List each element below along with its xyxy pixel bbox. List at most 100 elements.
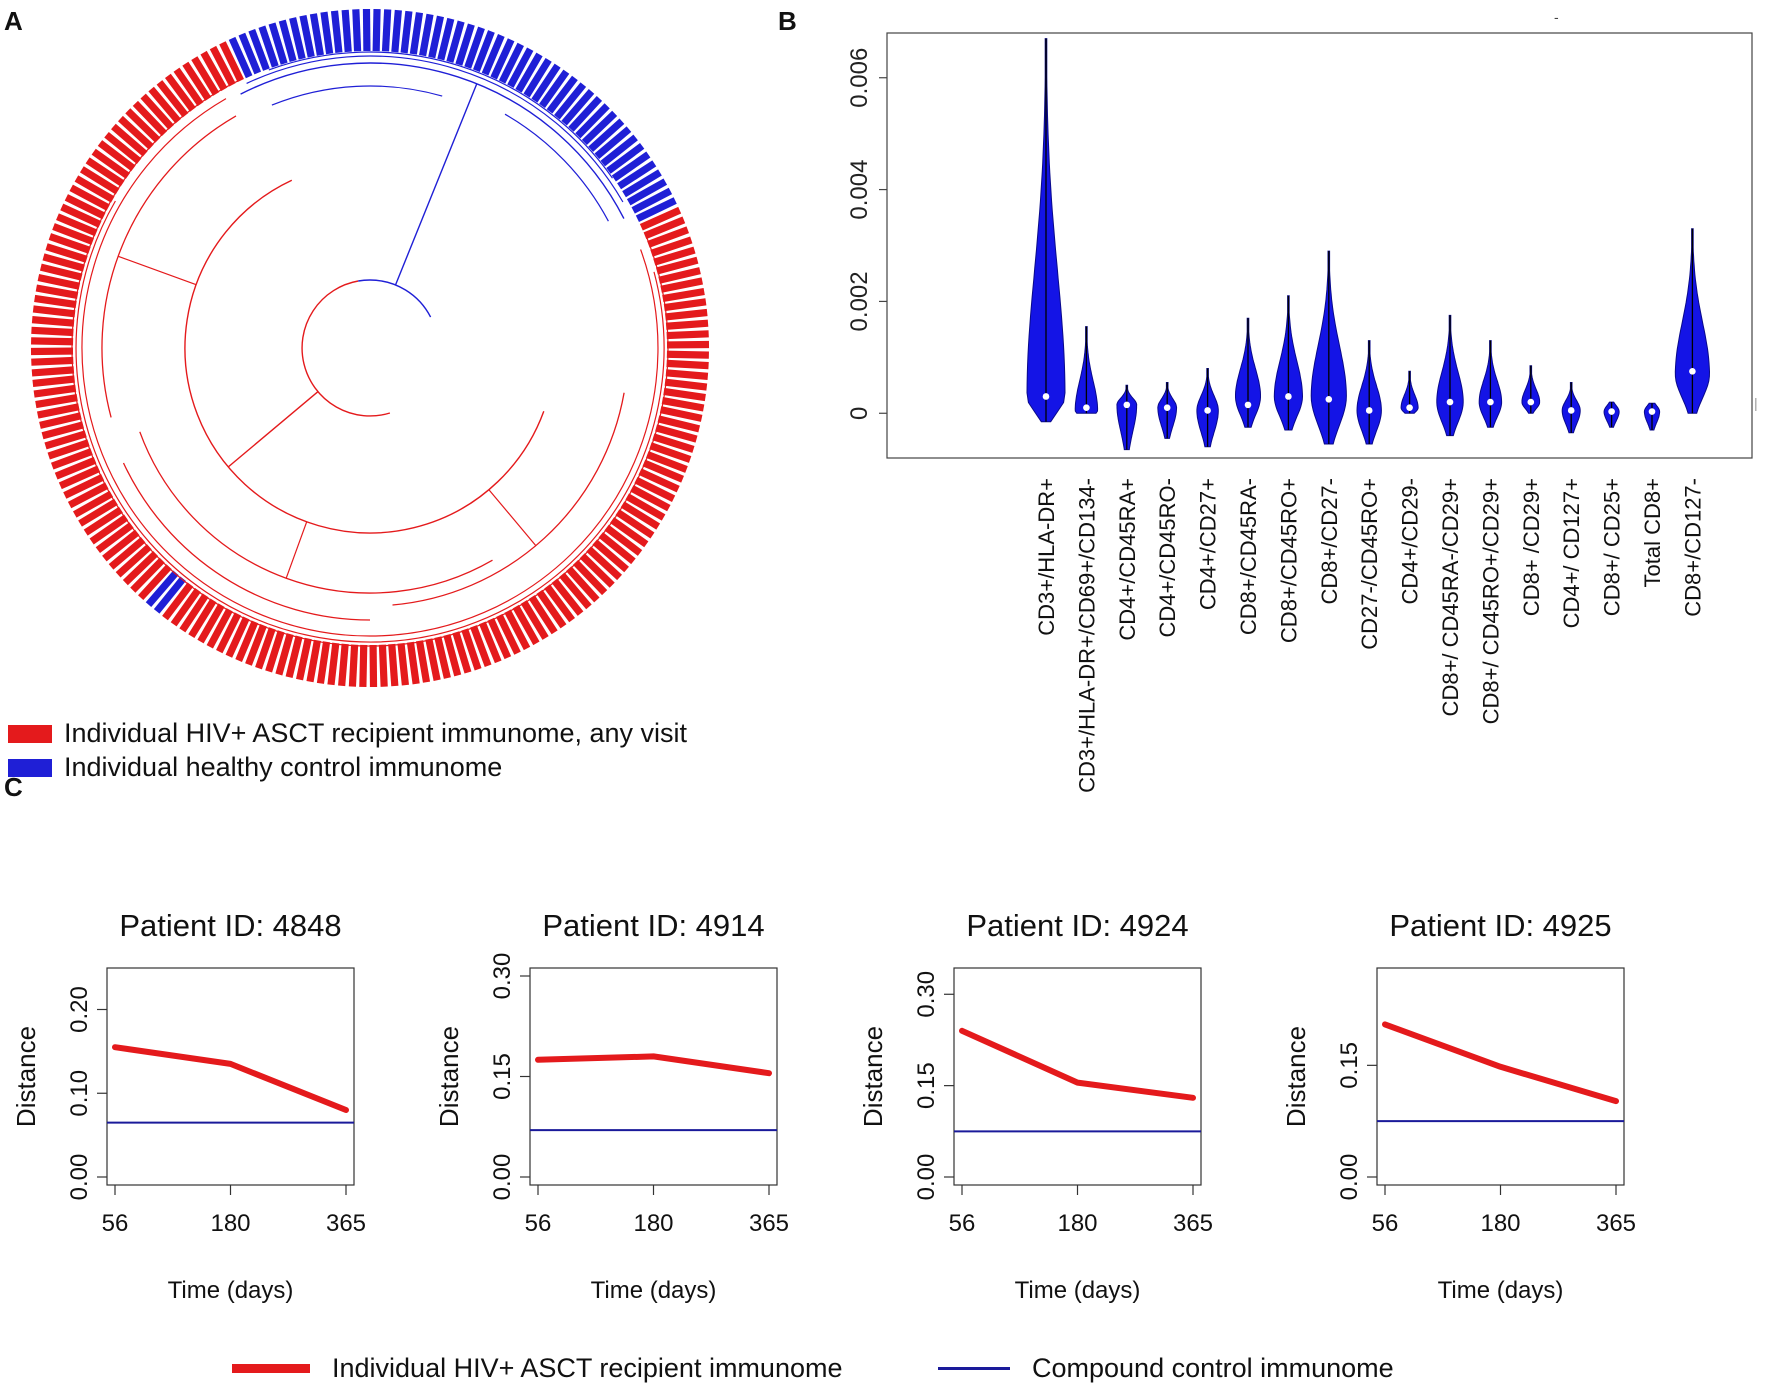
dendrogram-root-arc-hiv: [301, 280, 391, 417]
dendrogram-leaf-tile: [309, 13, 324, 56]
line-xtick-label: 180: [1480, 1210, 1520, 1237]
dendrogram-branch-hiv: [227, 391, 319, 468]
dendrogram-leaf-tile: [437, 17, 455, 61]
dendrogram-leaf-tile: [646, 451, 688, 473]
dendrogram-leaf-tile: [666, 330, 709, 340]
dendrogram-leaf-tile: [102, 529, 140, 562]
dendrogram-leaf-tile: [74, 175, 115, 203]
dendrogram-leaf-tile: [285, 635, 303, 679]
dendrogram-leaf-tile: [238, 32, 262, 75]
dendrogram-leaf-tile: [32, 305, 76, 318]
dendrogram-leaf-tile: [182, 61, 212, 101]
dendrogram-leaf-tile: [39, 263, 83, 281]
dendrogram-leaf-tile: [31, 316, 75, 327]
dendrogram-leaf-tile: [649, 442, 692, 463]
violin-median-point: [1446, 398, 1454, 406]
dendrogram-leaf-tile: [33, 384, 77, 398]
dendrogram-leaf-tile: [316, 641, 331, 684]
line-xtick-label: 180: [633, 1210, 673, 1237]
violin-median-point: [1406, 404, 1413, 411]
dendrogram-leaf-tile: [148, 86, 182, 124]
dendrogram-leaf-tile: [643, 216, 686, 240]
violin-median-point: [1204, 407, 1211, 414]
dendrogram-leaf-tile: [481, 34, 505, 76]
legend-a-control: Individual healthy control immunome: [8, 752, 502, 783]
violin-category-label: CD4+/ CD127+: [1559, 478, 1584, 628]
legend-c-hiv: Individual HIV+ ASCT recipient immunome: [232, 1353, 842, 1384]
dendrogram-leaf-tile: [504, 609, 531, 651]
dendrogram-leaf-tile: [44, 430, 87, 450]
dendrogram-leaf-tile: [642, 459, 684, 483]
dendrogram-leaf-tile: [153, 576, 186, 614]
dendrogram-leaf-tile: [473, 30, 495, 72]
dendrogram-leaf-tile: [657, 415, 701, 433]
dendrogram-leaf-tile: [83, 506, 123, 536]
violin-median-point: [1487, 398, 1494, 406]
dendrogram-leaf-tile: [391, 9, 402, 53]
dendrogram-leaf-tile: [600, 134, 638, 167]
line-ytick-label: 0.15: [913, 1062, 940, 1109]
dendrogram-leaf-tile: [452, 631, 472, 674]
line-ylabel: Distance: [11, 1026, 41, 1127]
dendrogram-leaf-tile: [528, 595, 558, 635]
dendrogram-leaf-tile: [520, 600, 549, 640]
dendrogram-leaf-tile: [653, 246, 696, 266]
line-xtick-label: 180: [1057, 1210, 1097, 1237]
line-ytick-label: 0.30: [489, 953, 516, 1000]
line-xlabel: Time (days): [1438, 1277, 1564, 1304]
line-panel: Patient ID: 4848 56 180 365 Time (days) 0.00 0…: [11, 908, 366, 1304]
dendrogram-leaf-tile: [130, 557, 165, 593]
dendrogram-leaf-tile: [191, 56, 220, 96]
dendrogram-leaf-tile: [327, 642, 340, 686]
dendrogram-leaf-tile: [39, 412, 82, 429]
dendrogram-leaf-tile: [622, 169, 662, 198]
line-xtick-label: 365: [1596, 1210, 1636, 1237]
violin-median-point: [1648, 408, 1656, 415]
line-xtick-label: 365: [326, 1210, 366, 1237]
dendrogram-leaf-tile: [50, 448, 93, 470]
dendrogram-arc-control: [271, 85, 443, 106]
legend-a-control-swatch: [8, 758, 52, 777]
dendrogram-leaf-tile: [85, 157, 125, 187]
violin-category-label: CD8+/CD45RA-: [1236, 478, 1261, 635]
dendrogram-leaf-tile: [173, 67, 204, 107]
violin-category-label: CD4+/CD45RO-: [1155, 478, 1180, 638]
dendrogram-leaf-tile: [47, 439, 90, 460]
violin-category-label: CD27-/CD45RO+: [1357, 478, 1382, 650]
panel-label-b: B: [778, 6, 797, 36]
dendrogram-leaf-tile: [611, 151, 651, 182]
dendrogram-leaf-tile: [64, 194, 106, 220]
dendrogram-arc-hiv: [81, 98, 659, 637]
dendrogram-leaf-tile: [575, 103, 610, 139]
hiv-immunome-line: [535, 1053, 772, 1077]
line-ytick-label: 0.20: [66, 986, 93, 1033]
dendrogram-leaf-tile: [409, 12, 424, 55]
dendrogram-leaf-tile: [461, 628, 482, 671]
dendrogram-leaf-tile: [658, 267, 701, 284]
dendrogram-leaf-tile: [631, 187, 673, 214]
dendrogram-leaf-tile: [348, 644, 359, 687]
dendrogram-leaf-tile: [219, 41, 244, 83]
violin-category-label: CD8+/CD45RO+: [1276, 478, 1301, 643]
dendrogram-leaf-tile: [479, 621, 502, 664]
dendrogram-leaf-tile: [35, 394, 78, 409]
dendrogram-leaf-tile: [197, 603, 225, 644]
dendrogram-leaf-tile: [617, 160, 657, 190]
dendrogram-leaf-tile: [48, 233, 91, 254]
dendrogram-leaf-tile: [341, 9, 352, 53]
dendrogram-leaf-tile: [536, 589, 567, 629]
dendrogram-leaf-tile: [661, 397, 705, 412]
dendrogram-leaf-tile: [663, 298, 707, 312]
line-plot-frame: [1376, 967, 1625, 1186]
dendrogram-leaf-tile: [35, 284, 79, 299]
violin-category-label: CD8+/ CD45RA-/CD29+: [1438, 478, 1463, 716]
dendrogram-leaf-tile: [32, 375, 75, 387]
dendrogram-leaf-tile: [258, 25, 279, 68]
line-ytick-label: 0.30: [913, 971, 940, 1018]
dendrogram-leaf-tile: [179, 593, 209, 633]
dendrogram-leaf-tile: [56, 213, 98, 237]
dendrogram-leaf-tile: [425, 638, 441, 681]
line-xtick-label: 365: [749, 1210, 789, 1237]
